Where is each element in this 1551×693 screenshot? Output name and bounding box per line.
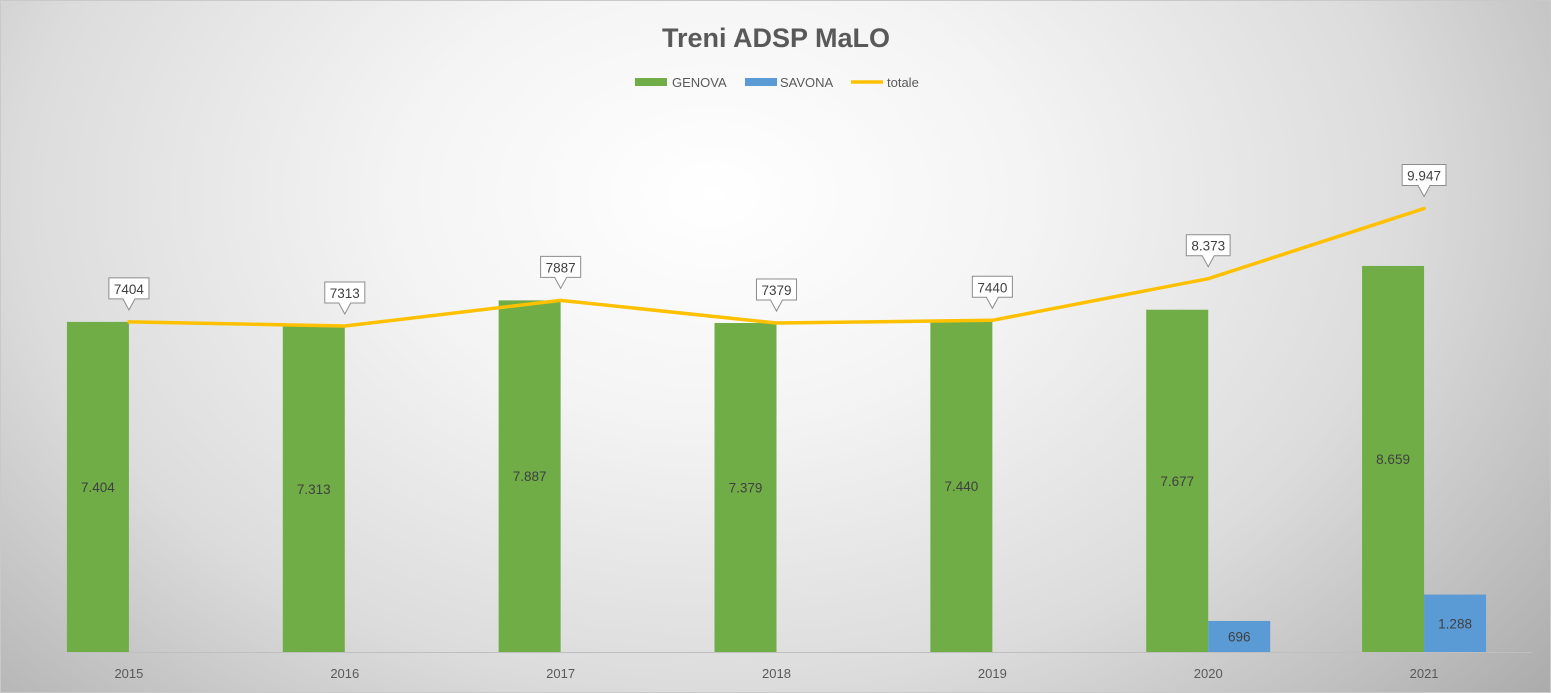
legend-label-genova: GENOVA: [672, 75, 727, 90]
x-tick-label-2020: 2020: [1194, 666, 1223, 681]
legend-label-savona: SAVONA: [780, 75, 834, 90]
bar-genova-2015: [66, 321, 129, 652]
legend: GENOVA SAVONA totale: [635, 75, 919, 90]
callout-box: [755, 278, 798, 313]
bar-labels-group: 7.404 7.313 7.887 7.379 7.440 7.677 8.659 696 1.…: [81, 452, 1472, 645]
x-tick-label-2016: 2016: [330, 666, 359, 681]
x-tick-label-2017: 2017: [546, 666, 575, 681]
callout-box: [1401, 164, 1447, 198]
bar-label-genova-2020: 7.677: [1160, 474, 1194, 489]
bar-label-savona-2020: 696: [1228, 629, 1251, 644]
callout-totale-2015: 7404: [108, 277, 150, 311]
bar-genova-2020: [1146, 309, 1209, 652]
bar-genova-2021: [1362, 265, 1425, 652]
callout-totale-2016: 7313: [324, 281, 366, 316]
bar-label-genova-2018: 7.379: [729, 481, 763, 496]
callout-totale-2017: 7887: [540, 255, 582, 290]
bar-label-genova-2016: 7.313: [297, 482, 331, 497]
callout-box: [540, 255, 582, 290]
bar-savona-2021: [1424, 594, 1487, 652]
totale-line-group: [127, 206, 1426, 328]
x-tick-label-2015: 2015: [114, 666, 143, 681]
bar-genova-2019: [930, 320, 993, 652]
legend-item-totale: totale: [851, 75, 919, 90]
bar-genova-2016: [282, 325, 345, 652]
callout-totale-2021: 9.947: [1401, 164, 1447, 198]
bar-label-genova-2019: 7.440: [944, 479, 978, 494]
callout-totale-2019: 7440: [971, 275, 1013, 310]
callout-label-totale-2019: 7440: [977, 280, 1007, 295]
bar-label-savona-2021: 1.288: [1438, 616, 1472, 631]
bars-group: [66, 265, 1487, 652]
callout-label-totale-2018: 7379: [761, 283, 791, 298]
bar-genova-2018: [714, 323, 777, 652]
callout-box: [324, 281, 366, 316]
callout-box: [971, 275, 1013, 310]
legend-label-totale: totale: [887, 75, 919, 90]
x-tick-label-2019: 2019: [978, 666, 1007, 681]
bar-genova-2017: [498, 300, 561, 652]
x-tick-label-2018: 2018: [762, 666, 791, 681]
legend-swatch-savona: [745, 78, 777, 86]
callout-totale-2018: 7379: [755, 278, 798, 313]
callout-box: [108, 277, 150, 311]
x-tick-label-2021: 2021: [1410, 666, 1439, 681]
callout-label-totale-2020: 8.373: [1191, 239, 1225, 254]
chart-title: Treni ADSP MaLO: [662, 23, 890, 53]
x-axis: 2015 2016 2017 2018 2019 2020 2021: [21, 652, 1532, 681]
callout-label-totale-2015: 7404: [114, 282, 145, 297]
legend-swatch-genova: [635, 78, 667, 86]
legend-item-savona: SAVONA: [745, 75, 834, 90]
bar-label-genova-2021: 8.659: [1376, 452, 1410, 467]
bar-label-genova-2017: 7.887: [513, 469, 547, 484]
legend-item-genova: GENOVA: [635, 75, 727, 90]
line-totale: [127, 206, 1426, 328]
callout-totale-2020: 8.373: [1185, 234, 1231, 268]
callout-label-totale-2017: 7887: [546, 260, 576, 275]
callout-label-totale-2021: 9.947: [1407, 169, 1441, 184]
bar-savona-2020: [1208, 620, 1271, 652]
callout-box: [1185, 234, 1231, 268]
totale-labels-group: 7404 7313 7887 7379 7440 8.373 9.947: [108, 164, 1447, 316]
callout-label-totale-2016: 7313: [330, 286, 360, 301]
bar-label-genova-2015: 7.404: [81, 480, 115, 495]
